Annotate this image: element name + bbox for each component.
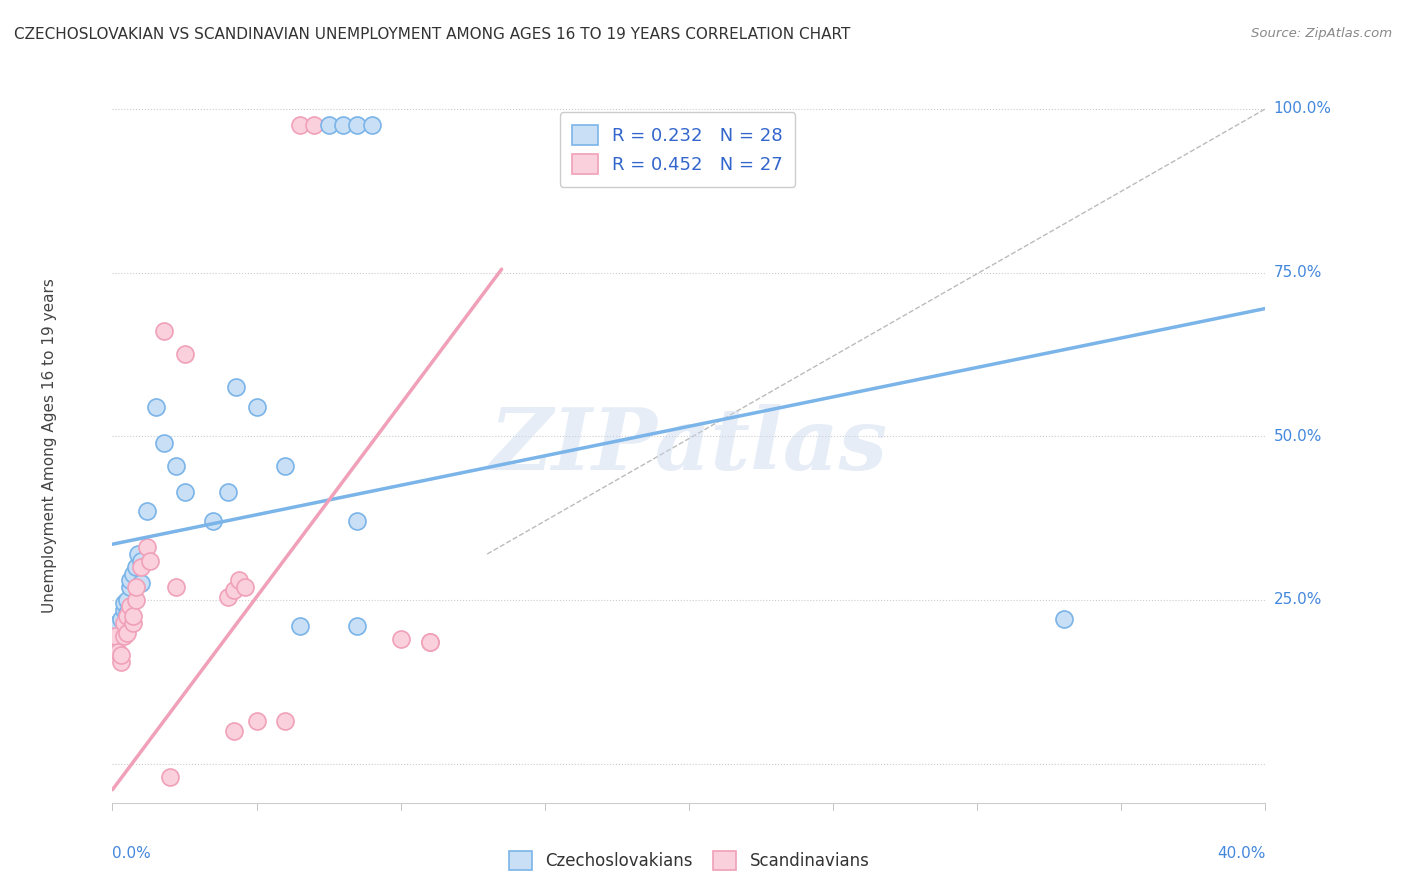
Text: 50.0%: 50.0% bbox=[1274, 429, 1322, 443]
Point bbox=[112, 629, 135, 643]
Point bbox=[107, 615, 129, 630]
Point bbox=[124, 592, 146, 607]
Point bbox=[217, 484, 239, 499]
Point bbox=[225, 380, 247, 394]
Point bbox=[139, 553, 162, 567]
Point bbox=[124, 580, 146, 594]
Point bbox=[233, 580, 256, 594]
Point bbox=[153, 435, 176, 450]
Point bbox=[110, 655, 132, 669]
Point bbox=[129, 560, 153, 574]
Text: 100.0%: 100.0% bbox=[1274, 102, 1331, 116]
Point bbox=[112, 596, 135, 610]
Point bbox=[121, 566, 143, 581]
Point bbox=[118, 580, 141, 594]
Point bbox=[419, 635, 441, 649]
Point bbox=[112, 602, 135, 616]
Text: 40.0%: 40.0% bbox=[1218, 846, 1265, 861]
Text: 25.0%: 25.0% bbox=[1274, 592, 1322, 607]
Point bbox=[217, 590, 239, 604]
Point bbox=[121, 609, 143, 624]
Point bbox=[118, 573, 141, 587]
Point bbox=[104, 623, 127, 637]
Point bbox=[104, 635, 127, 649]
Text: ZIPatlas: ZIPatlas bbox=[489, 404, 889, 488]
Point bbox=[112, 615, 135, 630]
Point bbox=[202, 514, 225, 528]
Point bbox=[145, 400, 167, 414]
Text: Source: ZipAtlas.com: Source: ZipAtlas.com bbox=[1251, 27, 1392, 40]
Point bbox=[288, 619, 311, 633]
Point bbox=[332, 118, 354, 132]
Point bbox=[129, 553, 153, 567]
Point bbox=[346, 619, 368, 633]
Point bbox=[115, 609, 138, 624]
Point bbox=[104, 629, 127, 643]
Point bbox=[245, 714, 267, 728]
Legend: Czechoslovakians, Scandinavians: Czechoslovakians, Scandinavians bbox=[499, 841, 879, 880]
Point bbox=[222, 723, 245, 738]
Point bbox=[115, 592, 138, 607]
Point bbox=[222, 582, 245, 597]
Point bbox=[274, 458, 297, 473]
Point bbox=[245, 400, 267, 414]
Text: 75.0%: 75.0% bbox=[1274, 265, 1322, 280]
Point bbox=[304, 118, 326, 132]
Point bbox=[173, 484, 195, 499]
Point bbox=[389, 632, 412, 647]
Point bbox=[318, 118, 340, 132]
Point bbox=[274, 714, 297, 728]
Point bbox=[419, 635, 441, 649]
Point bbox=[121, 615, 143, 630]
Point bbox=[107, 645, 129, 659]
Point bbox=[153, 325, 176, 339]
Point bbox=[124, 560, 146, 574]
Point bbox=[136, 504, 159, 518]
Point bbox=[228, 573, 250, 587]
Point bbox=[127, 547, 149, 561]
Point bbox=[165, 580, 187, 594]
Point bbox=[115, 606, 138, 620]
Point bbox=[118, 599, 141, 614]
Point bbox=[159, 770, 181, 784]
Point bbox=[346, 118, 368, 132]
Point bbox=[165, 458, 187, 473]
Point bbox=[136, 541, 159, 555]
Point bbox=[115, 625, 138, 640]
Point bbox=[110, 648, 132, 663]
Point bbox=[360, 118, 382, 132]
Point bbox=[110, 612, 132, 626]
Point bbox=[1052, 612, 1074, 626]
Point bbox=[288, 118, 311, 132]
Point bbox=[173, 347, 195, 361]
Text: CZECHOSLOVAKIAN VS SCANDINAVIAN UNEMPLOYMENT AMONG AGES 16 TO 19 YEARS CORRELATI: CZECHOSLOVAKIAN VS SCANDINAVIAN UNEMPLOY… bbox=[14, 27, 851, 42]
Text: 0.0%: 0.0% bbox=[112, 846, 152, 861]
Point bbox=[129, 576, 153, 591]
Point bbox=[346, 514, 368, 528]
Text: Unemployment Among Ages 16 to 19 years: Unemployment Among Ages 16 to 19 years bbox=[42, 278, 56, 614]
